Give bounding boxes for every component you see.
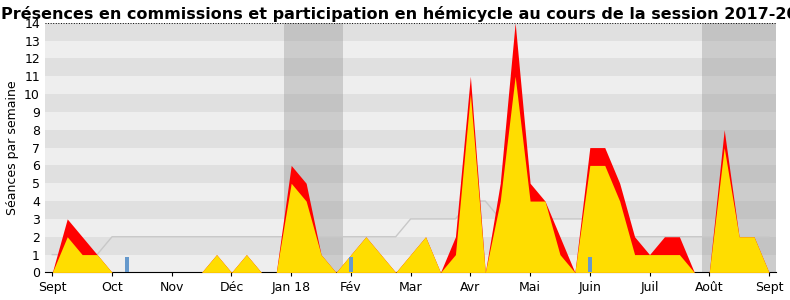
Bar xyxy=(45,112,777,130)
Bar xyxy=(45,183,777,201)
Title: Présences en commissions et participation en hémicycle au cours de la session 20: Présences en commissions et participatio… xyxy=(2,6,790,22)
Bar xyxy=(45,201,777,219)
Bar xyxy=(349,257,353,272)
Bar xyxy=(45,219,777,237)
Bar xyxy=(45,130,777,148)
Bar xyxy=(45,237,777,255)
Bar xyxy=(45,76,777,94)
Y-axis label: Séances par semaine: Séances par semaine xyxy=(6,80,18,215)
Bar xyxy=(588,257,592,272)
Bar xyxy=(45,255,777,272)
Bar xyxy=(45,94,777,112)
Bar xyxy=(45,148,777,165)
Bar xyxy=(45,23,777,40)
Bar xyxy=(45,40,777,58)
Bar xyxy=(284,23,344,272)
Bar xyxy=(45,165,777,183)
Bar xyxy=(125,257,129,272)
Bar xyxy=(702,23,777,272)
Bar xyxy=(45,58,777,76)
